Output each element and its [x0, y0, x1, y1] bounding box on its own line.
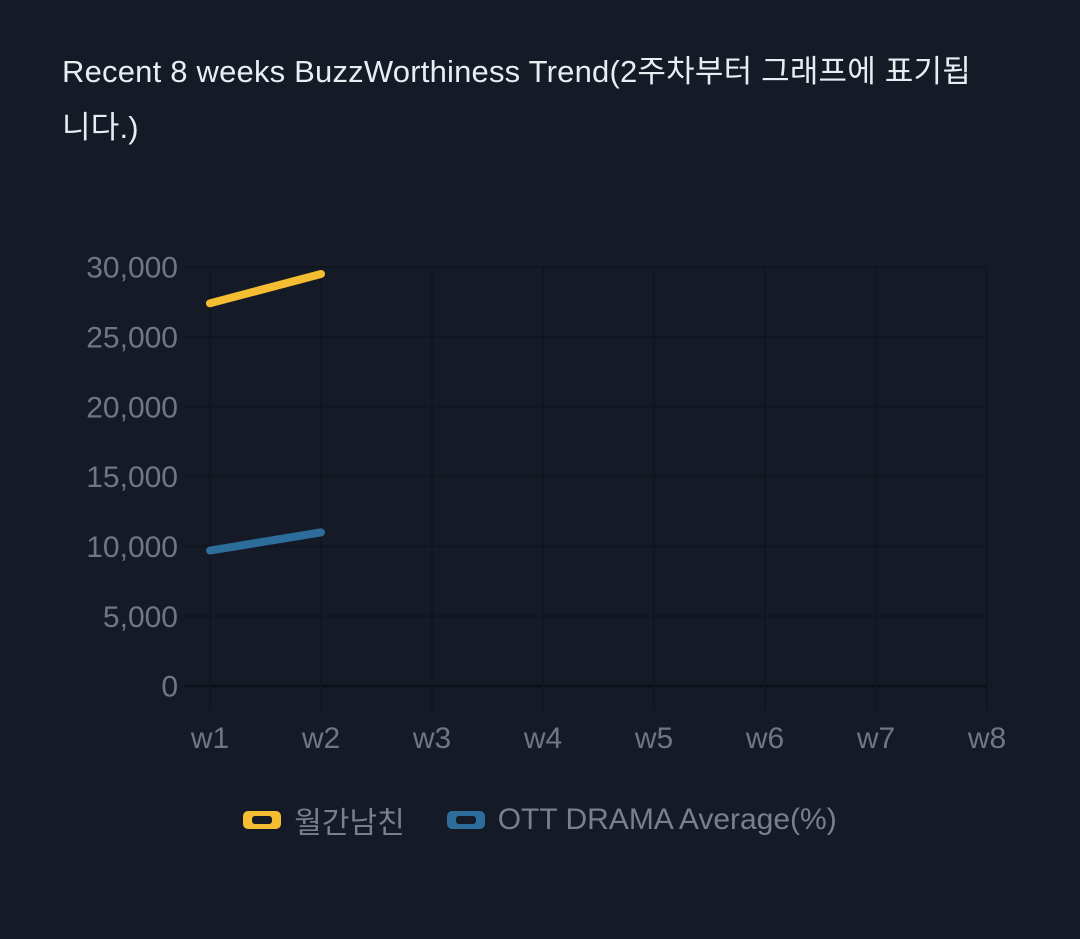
legend-marker-ott-drama-average-icon	[446, 811, 485, 829]
legend-item-wolgan-namchin[interactable]: 월간남친	[243, 798, 405, 842]
trend-line-chart[interactable]: 0 5,000 10,000 15,000 20,000 25,000 30,000 w1 w2…	[0, 230, 1080, 790]
x-axis-tick-label: w7	[856, 722, 895, 755]
legend-marker-slot	[455, 816, 476, 824]
y-axis-tick-label: 30,000	[86, 252, 178, 285]
x-axis-tick-label: w3	[412, 722, 451, 755]
y-axis-tick-label: 10,000	[86, 531, 178, 564]
x-axis-tick-label: w5	[634, 722, 673, 755]
x-axis-tick-label: w1	[190, 722, 229, 755]
legend-label-wolgan-namchin: 월간남친	[294, 807, 405, 840]
trend-line-chart-svg: 0 5,000 10,000 15,000 20,000 25,000 30,000 w1 w2…	[86, 252, 1006, 755]
x-axis-tick-label: w4	[523, 722, 562, 755]
series-line-ott-drama-average-	[206, 528, 325, 555]
chart-title: Recent 8 weeks BuzzWorthiness Trend(2주차부…	[62, 54, 971, 145]
x-axis-tick-label: w8	[967, 722, 1006, 755]
y-axis-tick-label: 20,000	[86, 391, 178, 424]
x-axis-tick-label: w2	[301, 722, 340, 755]
legend-item-ott-drama-average[interactable]: OTT DRAMA Average(%)	[446, 803, 837, 837]
series-line-월간남친	[206, 269, 325, 308]
y-axis-tick-label: 0	[161, 671, 178, 704]
chart-legend: 월간남친 OTT DRAMA Average(%)	[0, 800, 1080, 840]
y-axis-tick-label: 25,000	[86, 322, 178, 355]
legend-label-ott-drama-average: OTT DRAMA Average(%)	[497, 803, 837, 836]
x-axis-tick-label: w6	[745, 722, 784, 755]
y-axis-tick-label: 5,000	[103, 601, 178, 634]
legend-marker-wolgan-namchin-icon	[243, 811, 282, 829]
legend-marker-slot	[252, 816, 273, 824]
y-axis-tick-label: 15,000	[86, 461, 178, 494]
